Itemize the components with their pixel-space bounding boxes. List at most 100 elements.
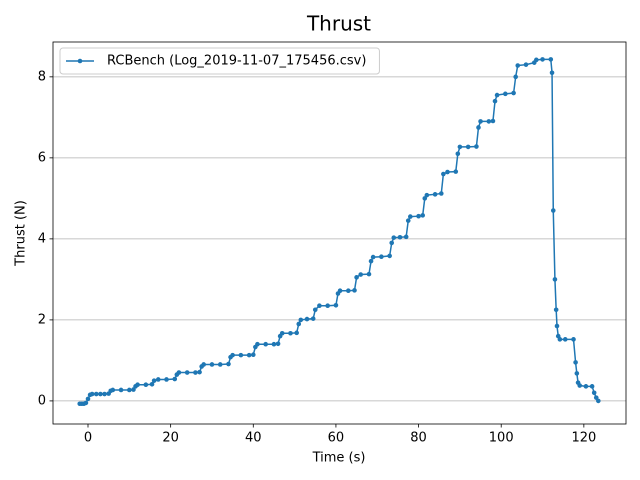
data-point [591,390,597,396]
data-point [337,288,343,294]
data-point [589,384,595,389]
data-point [368,258,374,264]
data-point [193,370,198,375]
data-point [149,382,155,387]
data-point [294,330,299,336]
data-point [164,377,169,382]
y-tick-label: 0 [38,393,46,408]
data-point [352,288,357,293]
data-point [217,362,223,367]
data-point [511,90,516,96]
data-point [513,74,518,80]
x-tick-label: 60 [328,431,345,446]
data-point [354,275,359,280]
data-point [238,352,244,358]
data-point [554,323,560,329]
data-point [296,321,302,327]
data-point [310,316,316,321]
data-point [85,396,91,402]
data-point [486,119,492,124]
chart-title: Thrust [306,12,371,36]
data-point [333,303,339,308]
legend: RCBench (Log_2019-11-07_175456.csv) [59,47,380,75]
data-point [432,192,438,197]
data-point [209,362,215,367]
data-point [441,171,446,177]
data-point [288,330,293,336]
data-point [387,253,392,259]
data-point [455,151,461,157]
data-point [279,330,285,336]
data-point [573,360,578,365]
x-tick-label: 40 [245,431,262,446]
data-point [438,191,444,196]
data-point [226,361,231,367]
data-point [346,288,351,294]
data-point [503,91,508,97]
data-point [143,382,149,388]
data-point [246,352,252,358]
y-tick-label: 2 [38,312,46,327]
data-point [476,125,481,130]
data-point [548,57,554,62]
data-point [549,70,555,76]
data-point [492,98,498,104]
data-point [474,144,479,149]
data-point [577,383,583,388]
data-point [550,208,556,213]
data-point [403,234,409,240]
data-point [379,254,384,259]
x-axis-label: Time (s) [312,451,366,466]
data-point [83,400,89,406]
data-point [298,317,304,323]
data-point [366,271,372,277]
data-point [93,391,99,397]
data-point [325,303,330,309]
data-point [465,144,471,150]
data-point [127,387,132,393]
legend-label: RCBench (Log_2019-11-07_175456.csv) [107,54,366,69]
data-point [583,384,589,389]
data-point [135,382,140,388]
data-point [172,376,178,382]
data-point [397,234,403,240]
data-point [250,352,256,358]
data-point [540,57,545,62]
data-point [405,218,411,223]
data-point [197,369,202,375]
data-point [98,391,103,397]
data-point [255,341,260,347]
data-point [201,362,206,367]
y-tick-label: 6 [38,150,46,165]
data-point [176,370,182,375]
data-point [552,277,558,282]
data-point [490,118,496,124]
legend-box [59,47,380,75]
data-point [408,214,413,219]
data-point [424,192,430,198]
data-point [391,235,397,240]
data-point [230,352,235,358]
data-point [317,303,322,309]
data-point [275,341,281,347]
data-point [457,144,463,150]
data-point [118,387,124,393]
data-point [155,377,161,382]
data-point [184,370,190,375]
data-point [271,341,277,347]
y-tick-label: 4 [38,231,46,246]
y-tick-label: 8 [38,69,46,84]
data-point [89,391,95,397]
x-tick-label: 120 [571,431,596,446]
y-axis-label: Thrust (N) [14,200,29,267]
data-point [515,63,521,68]
data-point [494,92,500,98]
data-point [478,119,483,124]
data-point [534,57,539,63]
data-point [523,62,529,67]
data-point [596,398,601,404]
data-point [102,391,107,397]
x-tick-label: 80 [410,431,427,446]
data-point [445,169,450,175]
data-point [151,378,157,383]
